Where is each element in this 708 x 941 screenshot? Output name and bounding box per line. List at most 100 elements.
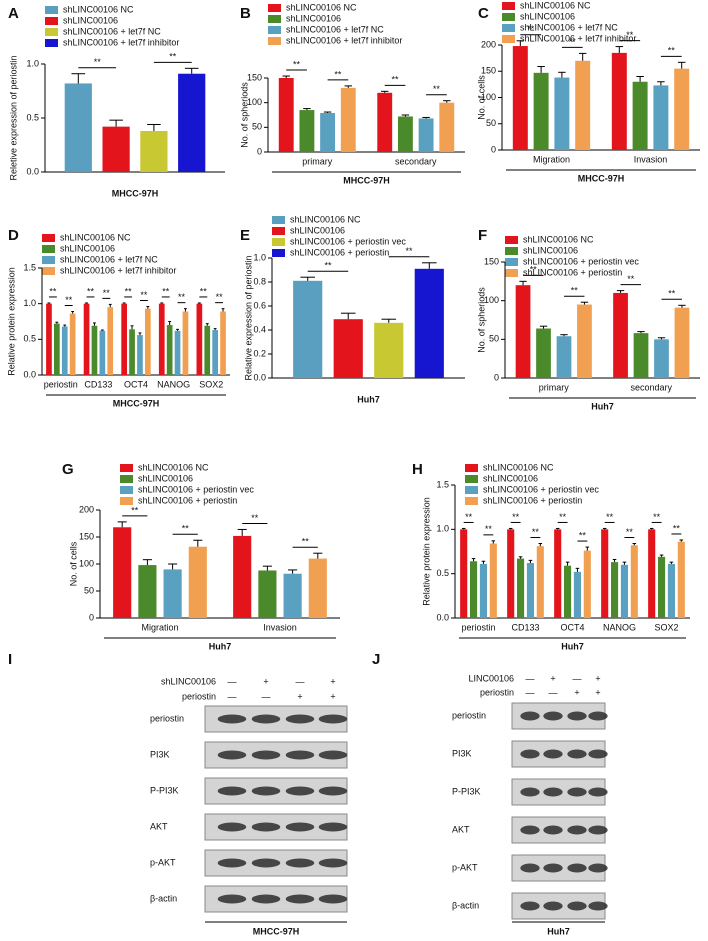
bar [536, 328, 551, 378]
panel-label: D [8, 227, 19, 244]
row-label: p-AKT [452, 862, 478, 872]
y-tick-label: 200 [79, 504, 94, 514]
bar [377, 92, 393, 152]
bar [204, 325, 211, 375]
blot-band [285, 894, 315, 904]
x-axis-label: MHCC-97H [578, 173, 625, 183]
blot-band [588, 787, 608, 797]
legend-label: shLINC00106 [138, 473, 193, 483]
y-axis-label: No. of cells [68, 541, 78, 586]
legend-swatch [45, 39, 58, 47]
y-tick-label: 1.0 [253, 252, 266, 262]
condition-mark: + [330, 691, 335, 701]
bar [188, 546, 207, 618]
bar [653, 85, 669, 150]
legend-swatch [120, 497, 133, 505]
legend-swatch [505, 247, 518, 255]
blot-band [251, 786, 281, 796]
condition-mark: + [595, 673, 600, 683]
blot-band [285, 822, 315, 832]
legend-label: shLINC00106 NC [483, 462, 554, 472]
significance-label: ** [140, 290, 148, 300]
legend-label: shLINC00106 + periostin vec [138, 484, 254, 494]
bar [46, 303, 52, 375]
blot-band [251, 714, 281, 724]
blot-band [588, 749, 608, 759]
bar [138, 565, 157, 618]
x-tick-label: Invasion [634, 154, 668, 164]
blot-band [217, 822, 247, 832]
legend-label: shLINC00106 + let7f NC [520, 22, 618, 32]
legend-swatch [502, 35, 515, 43]
bar [278, 78, 294, 152]
blot-band [520, 863, 540, 873]
bar [601, 529, 609, 618]
blot-band [318, 822, 348, 832]
blot-band [217, 858, 247, 868]
legend-label: shLINC00106 + let7f inhibitor [60, 265, 176, 275]
bar [83, 303, 90, 375]
blot-band [285, 786, 315, 796]
significance-label: ** [527, 24, 535, 34]
y-tick-label: 1.0 [26, 58, 39, 68]
significance-label: ** [512, 512, 520, 522]
row-label: P-PI3K [452, 786, 481, 796]
bar [489, 543, 497, 618]
legend-label: shLINC00106 + periostin [523, 267, 622, 277]
significance-label: ** [169, 52, 177, 62]
panel-label: B [240, 5, 251, 22]
y-tick-label: 1.5 [436, 479, 449, 489]
blot-band [318, 750, 348, 760]
blot-band [588, 863, 608, 873]
y-tick-label: 0.0 [253, 372, 266, 382]
row-label: periostin [150, 713, 184, 723]
legend-swatch [465, 475, 478, 483]
x-tick-label: SOX2 [654, 622, 678, 632]
legend-swatch [45, 6, 58, 14]
y-tick-label: 0.5 [23, 334, 36, 344]
bar [515, 285, 531, 378]
bar [333, 319, 363, 378]
bar [479, 563, 487, 618]
y-tick-label: 150 [79, 531, 94, 541]
row-label: P-PI3K [150, 785, 179, 795]
significance-label: ** [579, 530, 587, 540]
bar [113, 527, 132, 618]
bar [308, 558, 327, 618]
legend-label: shLINC00106 NC [523, 234, 594, 244]
y-tick-label: 1.0 [23, 298, 36, 308]
bar [577, 304, 592, 378]
legend-swatch [272, 249, 285, 257]
blot-band [217, 714, 247, 724]
bar [512, 46, 528, 150]
x-axis-label: Huh7 [357, 394, 380, 404]
significance-label: ** [653, 512, 661, 522]
condition-mark: — [549, 687, 558, 697]
significance-label: ** [606, 512, 614, 522]
significance-label: ** [673, 523, 681, 533]
bar [507, 529, 515, 618]
bar [129, 329, 135, 375]
cell-line-label: MHCC-97H [253, 926, 300, 936]
y-tick-label: 100 [247, 97, 262, 107]
x-tick-label: OCT4 [560, 622, 584, 632]
y-tick-label: 1.5 [23, 262, 36, 272]
bar [674, 307, 690, 378]
bar [158, 303, 165, 375]
x-axis-label: MHCC-97H [112, 188, 159, 198]
bar [620, 564, 628, 618]
legend-swatch [45, 17, 58, 25]
row-label: PI3K [452, 748, 472, 758]
bar [667, 563, 675, 618]
row-label: p-AKT [150, 857, 176, 867]
condition-mark: — [526, 687, 535, 697]
bar [69, 313, 76, 375]
x-tick-label: primary [302, 156, 333, 166]
x-axis-label: MHCC-97H [343, 175, 390, 185]
legend-label: shLINC00106 + let7f inhibitor [63, 37, 179, 47]
significance-label: ** [627, 274, 635, 284]
y-tick-label: 1.0 [436, 524, 449, 534]
legend-swatch [268, 37, 281, 45]
y-tick-label: 50 [489, 334, 499, 344]
